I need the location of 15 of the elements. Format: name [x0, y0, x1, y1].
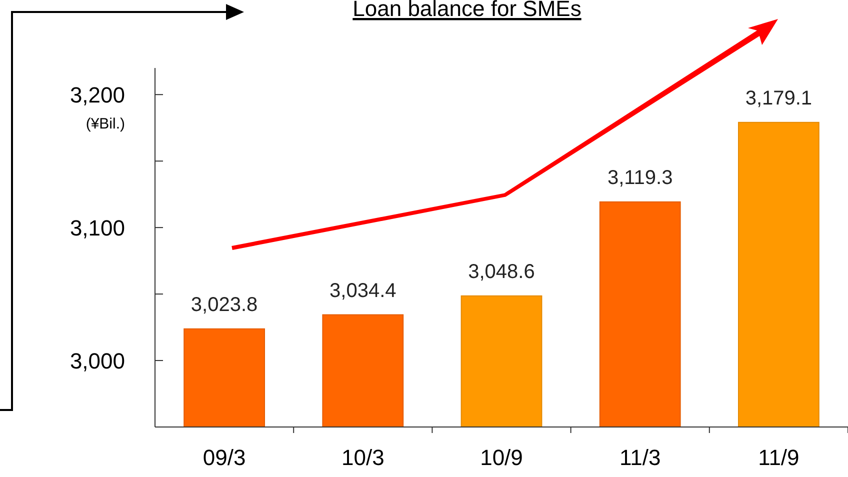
x-tick-label: 10/9: [480, 445, 523, 470]
x-tick-label: 11/9: [758, 445, 800, 470]
data-label: 3,119.3: [607, 166, 673, 189]
data-label: 3,048.6: [468, 260, 535, 283]
data-label: 3,034.4: [330, 280, 396, 302]
data-label: 3,179.1: [745, 87, 812, 110]
chart-title: Loan balance for SMEs: [352, 0, 582, 21]
x-tick-label: 10/3: [341, 445, 384, 470]
x-tick-label: 09/3: [202, 445, 246, 470]
y-tick-label: 3,200: [70, 82, 125, 108]
y-tick-label: 3,100: [70, 216, 125, 241]
y-axis-title: (¥Bil.): [86, 116, 126, 133]
data-label: 3,023.8: [190, 294, 258, 316]
y-tick-label: 3,000: [70, 348, 125, 374]
x-tick-label: 11/3: [620, 445, 661, 470]
